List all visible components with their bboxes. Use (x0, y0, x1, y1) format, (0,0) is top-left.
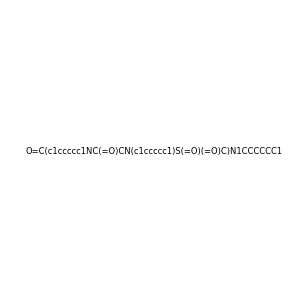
Text: O=C(c1ccccc1NC(=O)CN(c1ccccc1)S(=O)(=O)C)N1CCCCCC1: O=C(c1ccccc1NC(=O)CN(c1ccccc1)S(=O)(=O)C… (25, 147, 282, 156)
